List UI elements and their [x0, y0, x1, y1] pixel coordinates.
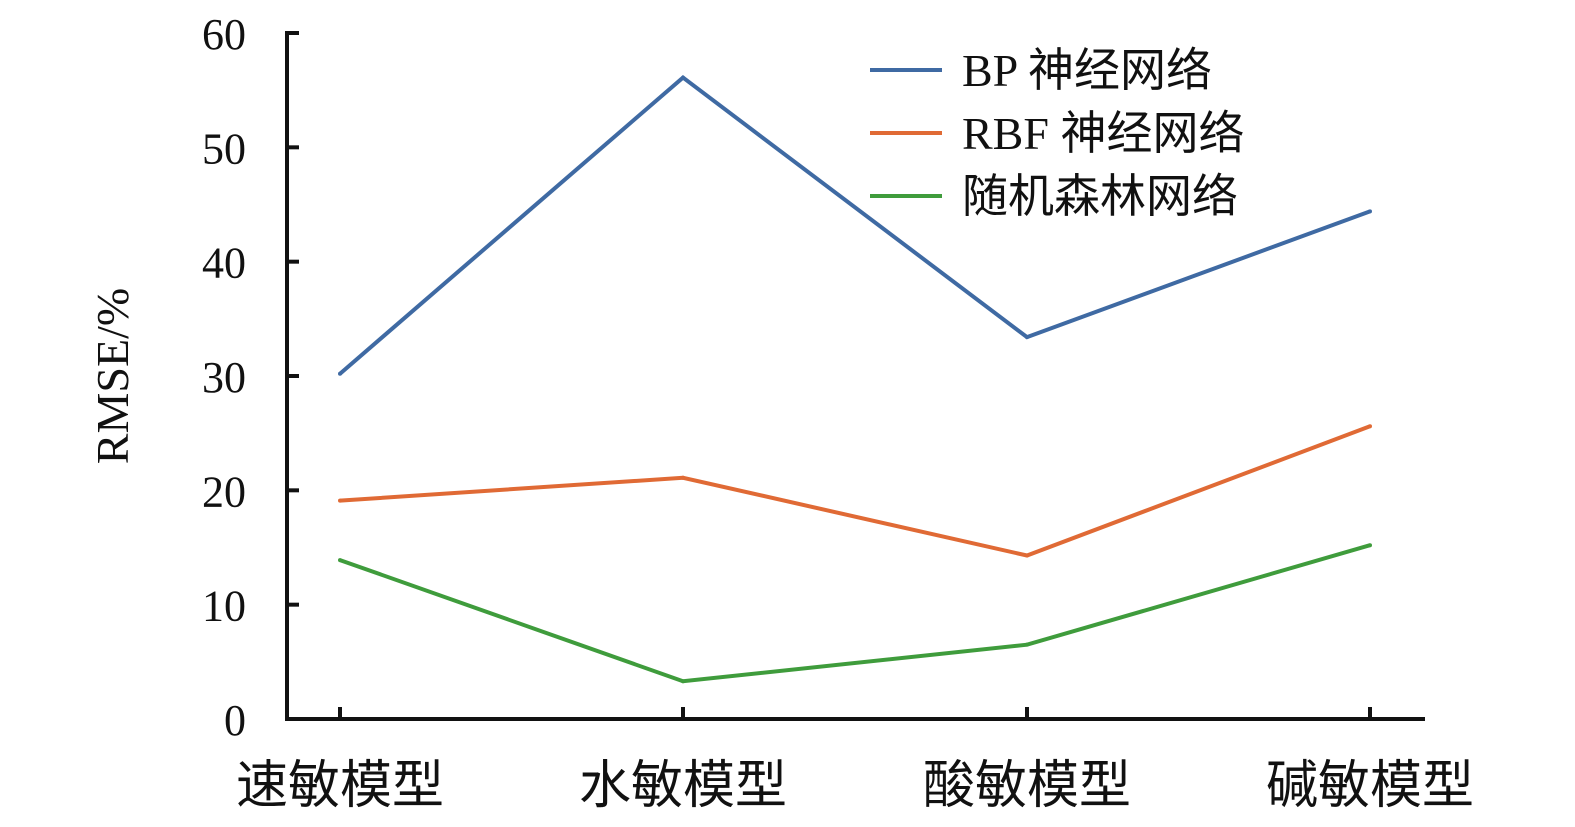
x-tick-label: 速敏模型 [236, 758, 444, 815]
data-point [1025, 335, 1029, 340]
legend-entry: 随机森林网络 [962, 171, 1238, 222]
data-point [1368, 424, 1372, 429]
data-point [681, 75, 685, 80]
y-tick-label: 0 [224, 696, 246, 745]
data-point [1025, 642, 1029, 647]
y-tick-label: 40 [202, 239, 246, 288]
x-tick-label: 水敏模型 [579, 758, 787, 815]
x-ticks: 速敏模型 水敏模型 酸敏模型 碱敏模型 [236, 707, 1474, 815]
y-axis-label: RMSE/% [87, 288, 138, 464]
series-lines [338, 75, 1372, 684]
series-line-2 [339, 424, 1371, 558]
y-tick-label: 10 [202, 582, 246, 631]
data-point [681, 679, 685, 684]
y-tick-label: 60 [202, 10, 246, 59]
axes [285, 31, 1425, 721]
y-tick-label: 50 [202, 124, 246, 173]
data-point [338, 558, 342, 563]
series-line-3 [339, 543, 1371, 684]
y-ticks: 0 10 20 30 40 50 60 [202, 10, 299, 745]
data-point [681, 475, 685, 480]
legend-entry: RBF 神经网络 [962, 108, 1244, 159]
y-tick-label: 30 [202, 353, 246, 402]
data-point [1025, 553, 1029, 558]
x-tick-label: 碱敏模型 [1266, 758, 1474, 815]
x-tick-label: 酸敏模型 [923, 758, 1131, 815]
series-line-1 [338, 75, 1371, 376]
data-point [1368, 543, 1372, 548]
legend-entry: BP 神经网络 [962, 45, 1212, 96]
data-point [338, 371, 342, 376]
data-point [1368, 209, 1372, 214]
data-point [338, 498, 342, 503]
y-tick-label: 20 [202, 467, 246, 516]
